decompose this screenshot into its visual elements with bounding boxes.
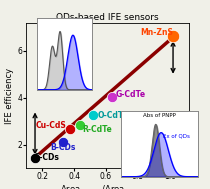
Y-axis label: IFE efficiency: IFE efficiency [5, 67, 14, 123]
Text: Cu-CdS: Cu-CdS [36, 121, 66, 130]
Text: Mn-ZnS: Mn-ZnS [141, 28, 173, 36]
Point [33, 156, 37, 159]
Text: R-CdTe: R-CdTe [82, 125, 112, 133]
Point [68, 128, 72, 131]
Text: Abs of PNPP: Abs of PNPP [143, 113, 176, 118]
Point [110, 95, 113, 98]
Point [78, 124, 81, 127]
Text: Ex of QDs: Ex of QDs [163, 133, 190, 138]
Point [92, 114, 95, 117]
Title: QDs-based IFE sensors: QDs-based IFE sensors [56, 13, 159, 22]
Text: G-CDs: G-CDs [33, 153, 59, 162]
Text: G-CdTe: G-CdTe [116, 90, 146, 99]
Point [61, 141, 65, 144]
X-axis label: Area$_{\rm overlap}$/Area$_{\rm excitation}$: Area$_{\rm overlap}$/Area$_{\rm excitati… [60, 184, 155, 189]
Text: O-CdTe: O-CdTe [97, 111, 128, 120]
Text: B-CDs: B-CDs [50, 143, 76, 152]
Point [171, 35, 175, 38]
